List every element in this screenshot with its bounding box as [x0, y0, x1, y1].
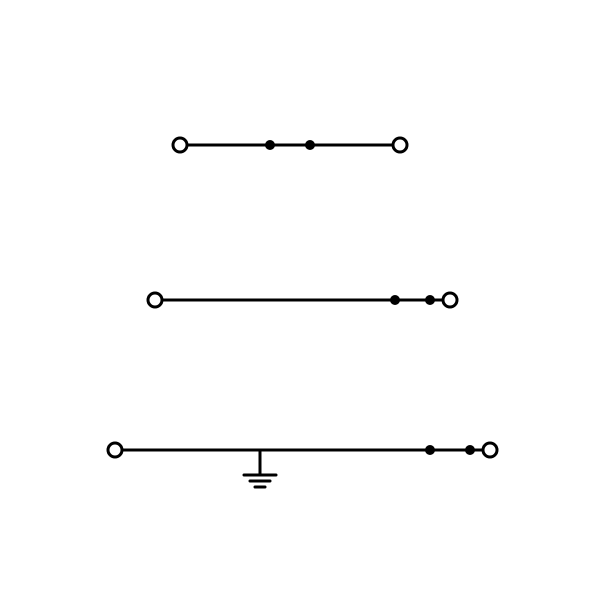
row-2-junction-2 [425, 295, 435, 305]
row-3-junction-1 [425, 445, 435, 455]
row-1-terminal-1 [173, 138, 187, 152]
row-3-junction-2 [465, 445, 475, 455]
row-1-junction-2 [305, 140, 315, 150]
row-2-terminal-1 [148, 293, 162, 307]
row-3-terminal-1 [108, 443, 122, 457]
row-3-terminal-2 [483, 443, 497, 457]
terminal-schematic [0, 0, 600, 600]
row-2-terminal-2 [443, 293, 457, 307]
row-1-junction-1 [265, 140, 275, 150]
row-1-terminal-2 [393, 138, 407, 152]
row-2-junction-1 [390, 295, 400, 305]
